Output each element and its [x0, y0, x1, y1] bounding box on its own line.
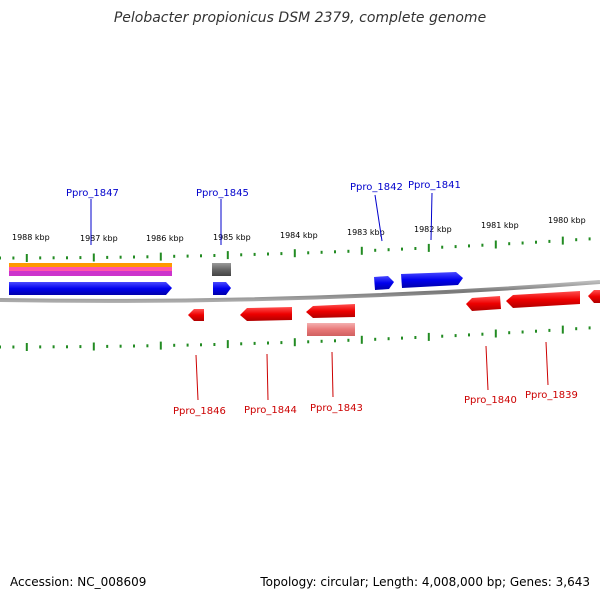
feature-bar-pink[interactable] — [9, 267, 172, 271]
feature-bar-gray[interactable] — [212, 263, 231, 276]
feature-bar-orange[interactable] — [9, 263, 172, 267]
feature-track-bars — [9, 263, 231, 276]
gene-label-ppro-1841[interactable]: Ppro_1841 — [408, 180, 461, 191]
gene-label-ppro-1844[interactable]: Ppro_1844 — [244, 405, 297, 416]
gene-label-ppro-1842[interactable]: Ppro_1842 — [350, 182, 403, 193]
gene-arrow-ppro-1840[interactable] — [466, 296, 501, 311]
upper-scale-ticks — [0, 236, 591, 262]
reverse-leader-lines — [195, 341, 549, 401]
gene-arrow-ppro-1842[interactable] — [374, 276, 394, 290]
reverse-genes — [188, 290, 600, 336]
gene-label-ppro-1845[interactable]: Ppro_1845 — [196, 188, 249, 199]
scale-label: 1980 kbp — [548, 216, 586, 225]
scale-label: 1985 kbp — [213, 233, 251, 242]
genome-backbone — [0, 280, 600, 303]
map-title: Pelobacter propionicus DSM 2379, complet… — [113, 10, 487, 26]
reverse-gene-labels: Ppro_1846 Ppro_1844 Ppro_1843 Ppro_1840 … — [173, 390, 578, 417]
feature-bar-pink-1843[interactable] — [307, 323, 355, 336]
gene-label-ppro-1846[interactable]: Ppro_1846 — [173, 406, 226, 417]
gene-arrow-ppro-1844[interactable] — [240, 307, 292, 321]
scale-label: 1982 kbp — [414, 225, 452, 234]
gene-label-ppro-1839[interactable]: Ppro_1839 — [525, 390, 578, 401]
gene-arrow-ppro-1846[interactable] — [188, 309, 204, 321]
gene-label-ppro-1843[interactable]: Ppro_1843 — [310, 403, 363, 414]
scale-label: 1988 kbp — [12, 233, 50, 242]
scale-label: 1987 kbp — [80, 234, 118, 243]
gene-arrow-ppro-1845[interactable] — [213, 282, 231, 295]
gene-label-ppro-1840[interactable]: Ppro_1840 — [464, 395, 517, 406]
gene-arrow-partial[interactable] — [588, 290, 600, 303]
gene-arrow-ppro-1839[interactable] — [506, 291, 580, 308]
scale-labels: 1988 kbp 1987 kbp 1986 kbp 1985 kbp 1984… — [12, 216, 586, 243]
scale-label: 1986 kbp — [146, 234, 184, 243]
gene-arrow-ppro-1843[interactable] — [306, 304, 355, 318]
gene-label-ppro-1847[interactable]: Ppro_1847 — [66, 188, 119, 199]
forward-leader-lines — [90, 192, 433, 245]
forward-gene-labels: Ppro_1847 Ppro_1845 Ppro_1842 Ppro_1841 — [66, 180, 461, 199]
gene-arrow-ppro-1841[interactable] — [401, 272, 463, 288]
feature-bar-magenta[interactable] — [9, 271, 172, 276]
forward-genes — [9, 272, 463, 295]
genome-summary-text: Topology: circular; Length: 4,008,000 bp… — [260, 575, 590, 589]
gene-arrow-ppro-1847[interactable] — [9, 282, 172, 295]
scale-label: 1984 kbp — [280, 231, 318, 240]
scale-label: 1983 kbp — [347, 228, 385, 237]
lower-scale-ticks — [0, 325, 591, 351]
scale-label: 1981 kbp — [481, 221, 519, 230]
accession-text: Accession: NC_008609 — [10, 575, 147, 589]
